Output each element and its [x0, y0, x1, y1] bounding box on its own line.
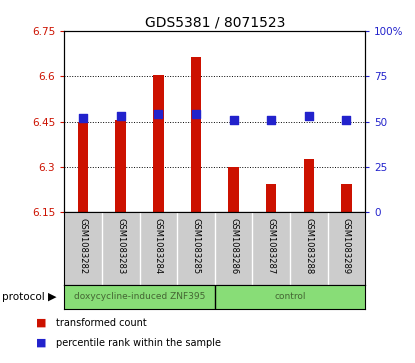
Point	[268, 117, 274, 123]
Bar	[78, 122, 88, 212]
Bar	[153, 75, 164, 212]
Bar	[266, 184, 276, 212]
Text: GSM1083289: GSM1083289	[342, 218, 351, 274]
Text: GSM1083287: GSM1083287	[267, 218, 276, 274]
Point	[117, 113, 124, 119]
Text: ■: ■	[36, 338, 47, 348]
Bar	[191, 57, 201, 212]
Text: GSM1083282: GSM1083282	[78, 218, 88, 274]
Bar	[341, 184, 352, 212]
Text: protocol: protocol	[2, 292, 45, 302]
Text: percentile rank within the sample: percentile rank within the sample	[56, 338, 221, 348]
Bar	[228, 167, 239, 212]
Text: control: control	[274, 292, 306, 301]
Text: doxycycline-induced ZNF395: doxycycline-induced ZNF395	[74, 292, 205, 301]
Point	[230, 117, 237, 123]
Point	[80, 115, 86, 121]
Text: GSM1083283: GSM1083283	[116, 218, 125, 274]
Bar	[115, 120, 126, 212]
Text: GSM1083286: GSM1083286	[229, 218, 238, 274]
Text: GSM1083284: GSM1083284	[154, 218, 163, 274]
Point	[305, 113, 312, 119]
Text: transformed count: transformed count	[56, 318, 147, 328]
Point	[193, 111, 199, 117]
Point	[155, 111, 162, 117]
Text: GSM1083288: GSM1083288	[304, 218, 313, 274]
Text: ▶: ▶	[49, 292, 57, 302]
Text: ■: ■	[36, 318, 47, 328]
Text: GSM1083285: GSM1083285	[191, 218, 200, 274]
Point	[343, 117, 350, 123]
Bar	[303, 159, 314, 212]
Title: GDS5381 / 8071523: GDS5381 / 8071523	[144, 16, 285, 30]
